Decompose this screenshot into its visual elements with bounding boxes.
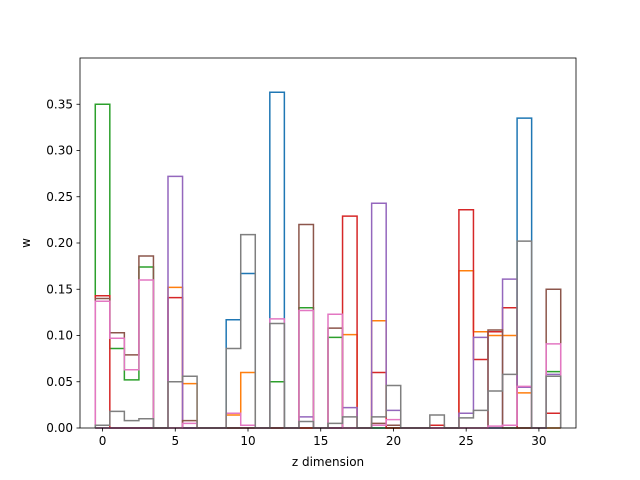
x-tick-label: 30 xyxy=(531,434,546,448)
x-tick-label: 15 xyxy=(313,434,328,448)
y-tick-label: 0.25 xyxy=(46,190,73,204)
x-tick-label: 5 xyxy=(171,434,179,448)
y-tick-label: 0.00 xyxy=(46,421,73,435)
x-tick-label: 0 xyxy=(99,434,107,448)
x-tick-label: 10 xyxy=(240,434,255,448)
y-tick-label: 0.35 xyxy=(46,97,73,111)
x-tick-label: 20 xyxy=(386,434,401,448)
x-axis-label: z dimension xyxy=(292,455,364,469)
y-tick-label: 0.20 xyxy=(46,236,73,250)
x-tick-label: 25 xyxy=(459,434,474,448)
y-tick-label: 0.15 xyxy=(46,282,73,296)
y-axis-label: w xyxy=(19,238,33,248)
y-tick-label: 0.05 xyxy=(46,375,73,389)
x-axis: 0 5 10 15 20 25 30 xyxy=(99,428,547,448)
y-tick-label: 0.10 xyxy=(46,329,73,343)
y-tick-label: 0.30 xyxy=(46,144,73,158)
y-axis: 0.00 0.05 0.10 0.15 0.20 0.25 0.30 0.35 xyxy=(46,97,80,435)
series-8-step-line xyxy=(94,233,562,429)
